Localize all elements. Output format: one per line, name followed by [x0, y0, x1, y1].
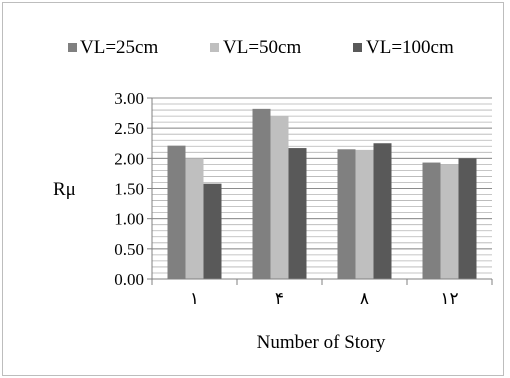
- y-tick-label: 0.00: [114, 270, 144, 289]
- bar: [422, 162, 441, 279]
- y-tick-label: 1.50: [114, 180, 144, 199]
- y-tick-label: 3.00: [114, 89, 144, 108]
- bar: [185, 158, 204, 279]
- legend-label-vl100: VL=100cm: [366, 37, 454, 58]
- legend-label-vl25: VL=25cm: [80, 37, 158, 58]
- legend-swatch-vl50: [210, 43, 219, 52]
- y-axis: 0.00 0.50 1.00 1.50 2.00 2.50 3.00: [114, 89, 153, 289]
- bar: [337, 149, 356, 279]
- bar: [167, 145, 186, 279]
- legend-label-vl50: VL=50cm: [223, 37, 301, 58]
- y-tick-label: 2.00: [114, 149, 144, 168]
- bar: [203, 183, 222, 279]
- x-tick-label: ١٢: [440, 289, 458, 308]
- bar: [288, 148, 307, 279]
- bars: [167, 108, 477, 279]
- bar: [252, 108, 271, 279]
- y-axis-title: Rμ: [53, 179, 76, 200]
- x-axis-title: Number of Story: [257, 332, 386, 353]
- x-tick-label: ۴: [275, 289, 284, 308]
- x-tick-label: ١: [190, 289, 199, 308]
- x-tick-label: ٨: [360, 289, 369, 308]
- bar: [270, 116, 289, 279]
- bar: [440, 164, 459, 279]
- y-tick-label: 1.00: [114, 210, 144, 229]
- bar: [373, 143, 392, 279]
- y-tick-label: 0.50: [114, 240, 144, 259]
- y-tick-label: 2.50: [114, 119, 144, 138]
- legend-swatch-vl25: [68, 43, 77, 52]
- bar: [355, 149, 374, 279]
- x-axis: ١ ۴ ٨ ١٢: [151, 278, 493, 308]
- legend: VL=25cm VL=50cm VL=100cm: [68, 37, 454, 58]
- bar: [458, 158, 477, 279]
- legend-swatch-vl100: [353, 43, 362, 52]
